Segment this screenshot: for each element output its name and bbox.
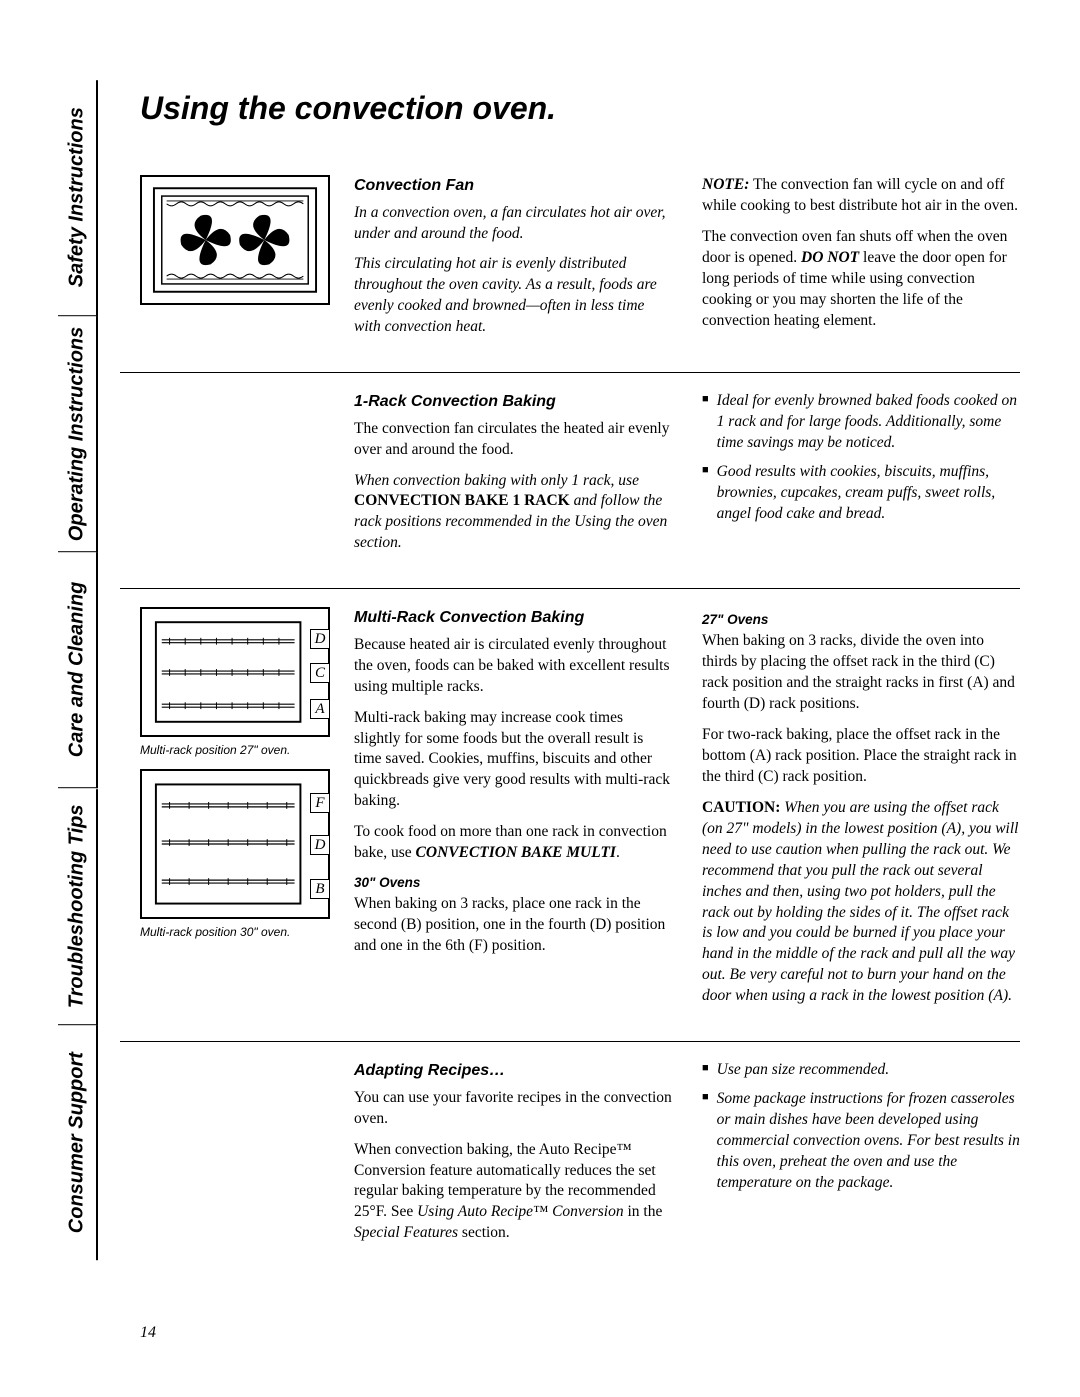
ad-p2c: section. <box>458 1224 510 1241</box>
rack-pos-a: A <box>310 699 330 719</box>
or-bullet1: Ideal for evenly browned baked foods coo… <box>717 391 1020 454</box>
section-convection-fan: Convection Fan In a convection oven, a f… <box>120 157 1020 372</box>
mr-para1: Because heated air is circulated evenly … <box>354 635 672 698</box>
ad-p2b: in the <box>624 1203 663 1220</box>
oven-fan-illustration <box>140 175 330 305</box>
heading-one-rack: 1-Rack Convection Baking <box>354 391 672 413</box>
donot-label: DO NOT <box>801 249 859 266</box>
section-adapting: Adapting Recipes… You can use your favor… <box>120 1041 1020 1278</box>
mr-bold1: CONVECTION BAKE MULTI <box>416 844 616 861</box>
page-title: Using the convection oven. <box>140 90 1020 127</box>
section-multi-rack: D C A Multi-rack position 27" oven. F <box>120 588 1020 1041</box>
oven-27-illustration: D C A <box>140 607 330 737</box>
ad-para2: When convection baking, the Auto Recipe™… <box>354 1140 672 1245</box>
cf-note: NOTE: The convection fan will cycle on a… <box>702 175 1020 217</box>
ad-bullet2: Some package instructions for frozen cas… <box>717 1089 1020 1194</box>
caution-text: When you are using the offset rack (on 2… <box>702 799 1018 1004</box>
mr-right1: When baking on 3 racks, divide the oven … <box>702 631 1020 715</box>
rack-pos-d: D <box>310 629 330 649</box>
rack-pos-f: F <box>310 793 330 813</box>
cf-right-para2: The convection oven fan shuts off when t… <box>702 227 1020 332</box>
or-bullet2: Good results with cookies, biscuits, muf… <box>717 462 1020 525</box>
tab-troubleshooting[interactable]: Troubleshooting Tips <box>58 789 98 1025</box>
oven-30-illustration: F D B <box>140 769 330 919</box>
tab-care[interactable]: Care and Cleaning <box>58 552 98 788</box>
ad-ital: Using Auto Recipe™ Conversion <box>417 1203 623 1220</box>
mr-right2: For two-rack baking, place the offset ra… <box>702 725 1020 788</box>
side-tabs: Safety Instructions Operating Instructio… <box>58 80 98 1260</box>
mr-para4: When baking on 3 racks, place one rack i… <box>354 894 672 957</box>
rack-pos-b: B <box>310 879 330 899</box>
heading-multi-rack: Multi-Rack Convection Baking <box>354 607 672 629</box>
subhead-30: 30" Ovens <box>354 874 672 892</box>
or-p2a: When convection baking with only 1 rack,… <box>354 472 639 489</box>
tab-operating[interactable]: Operating Instructions <box>58 316 98 552</box>
or-para2: When convection baking with only 1 rack,… <box>354 471 672 555</box>
heading-adapting: Adapting Recipes… <box>354 1060 672 1082</box>
subhead-27: 27" Ovens <box>702 611 1020 629</box>
mr-p3b: . <box>616 844 620 861</box>
tab-safety[interactable]: Safety Instructions <box>58 80 98 316</box>
note-label: NOTE: <box>702 176 749 193</box>
mr-caution: CAUTION: When you are using the offset r… <box>702 798 1020 1007</box>
caption-27: Multi-rack position 27" oven. <box>140 743 330 757</box>
ad-bullet1: Use pan size recommended. <box>717 1060 889 1081</box>
one-rack-bullets: Ideal for evenly browned baked foods coo… <box>702 391 1020 525</box>
adapting-bullets: Use pan size recommended. Some package i… <box>702 1060 1020 1194</box>
tab-consumer[interactable]: Consumer Support <box>58 1025 98 1260</box>
rack-pos-d2: D <box>310 835 330 855</box>
page-number: 14 <box>140 1324 156 1342</box>
caution-label: CAUTION: <box>702 799 780 816</box>
caption-30: Multi-rack position 30" oven. <box>140 925 330 939</box>
ad-ital2: Special Features <box>354 1224 458 1241</box>
rack-pos-c: C <box>310 663 330 683</box>
cf-para1: In a convection oven, a fan circulates h… <box>354 203 672 245</box>
ad-para1: You can use your favorite recipes in the… <box>354 1088 672 1130</box>
or-bold: CONVECTION BAKE 1 RACK <box>354 492 570 509</box>
mr-para3: To cook food on more than one rack in co… <box>354 822 672 864</box>
cf-para2: This circulating hot air is evenly distr… <box>354 254 672 338</box>
heading-convection-fan: Convection Fan <box>354 175 672 197</box>
or-para1: The convection fan circulates the heated… <box>354 419 672 461</box>
section-one-rack: 1-Rack Convection Baking The convection … <box>120 372 1020 588</box>
note-text: The convection fan will cycle on and off… <box>702 176 1018 214</box>
mr-para2: Multi-rack baking may increase cook time… <box>354 708 672 813</box>
